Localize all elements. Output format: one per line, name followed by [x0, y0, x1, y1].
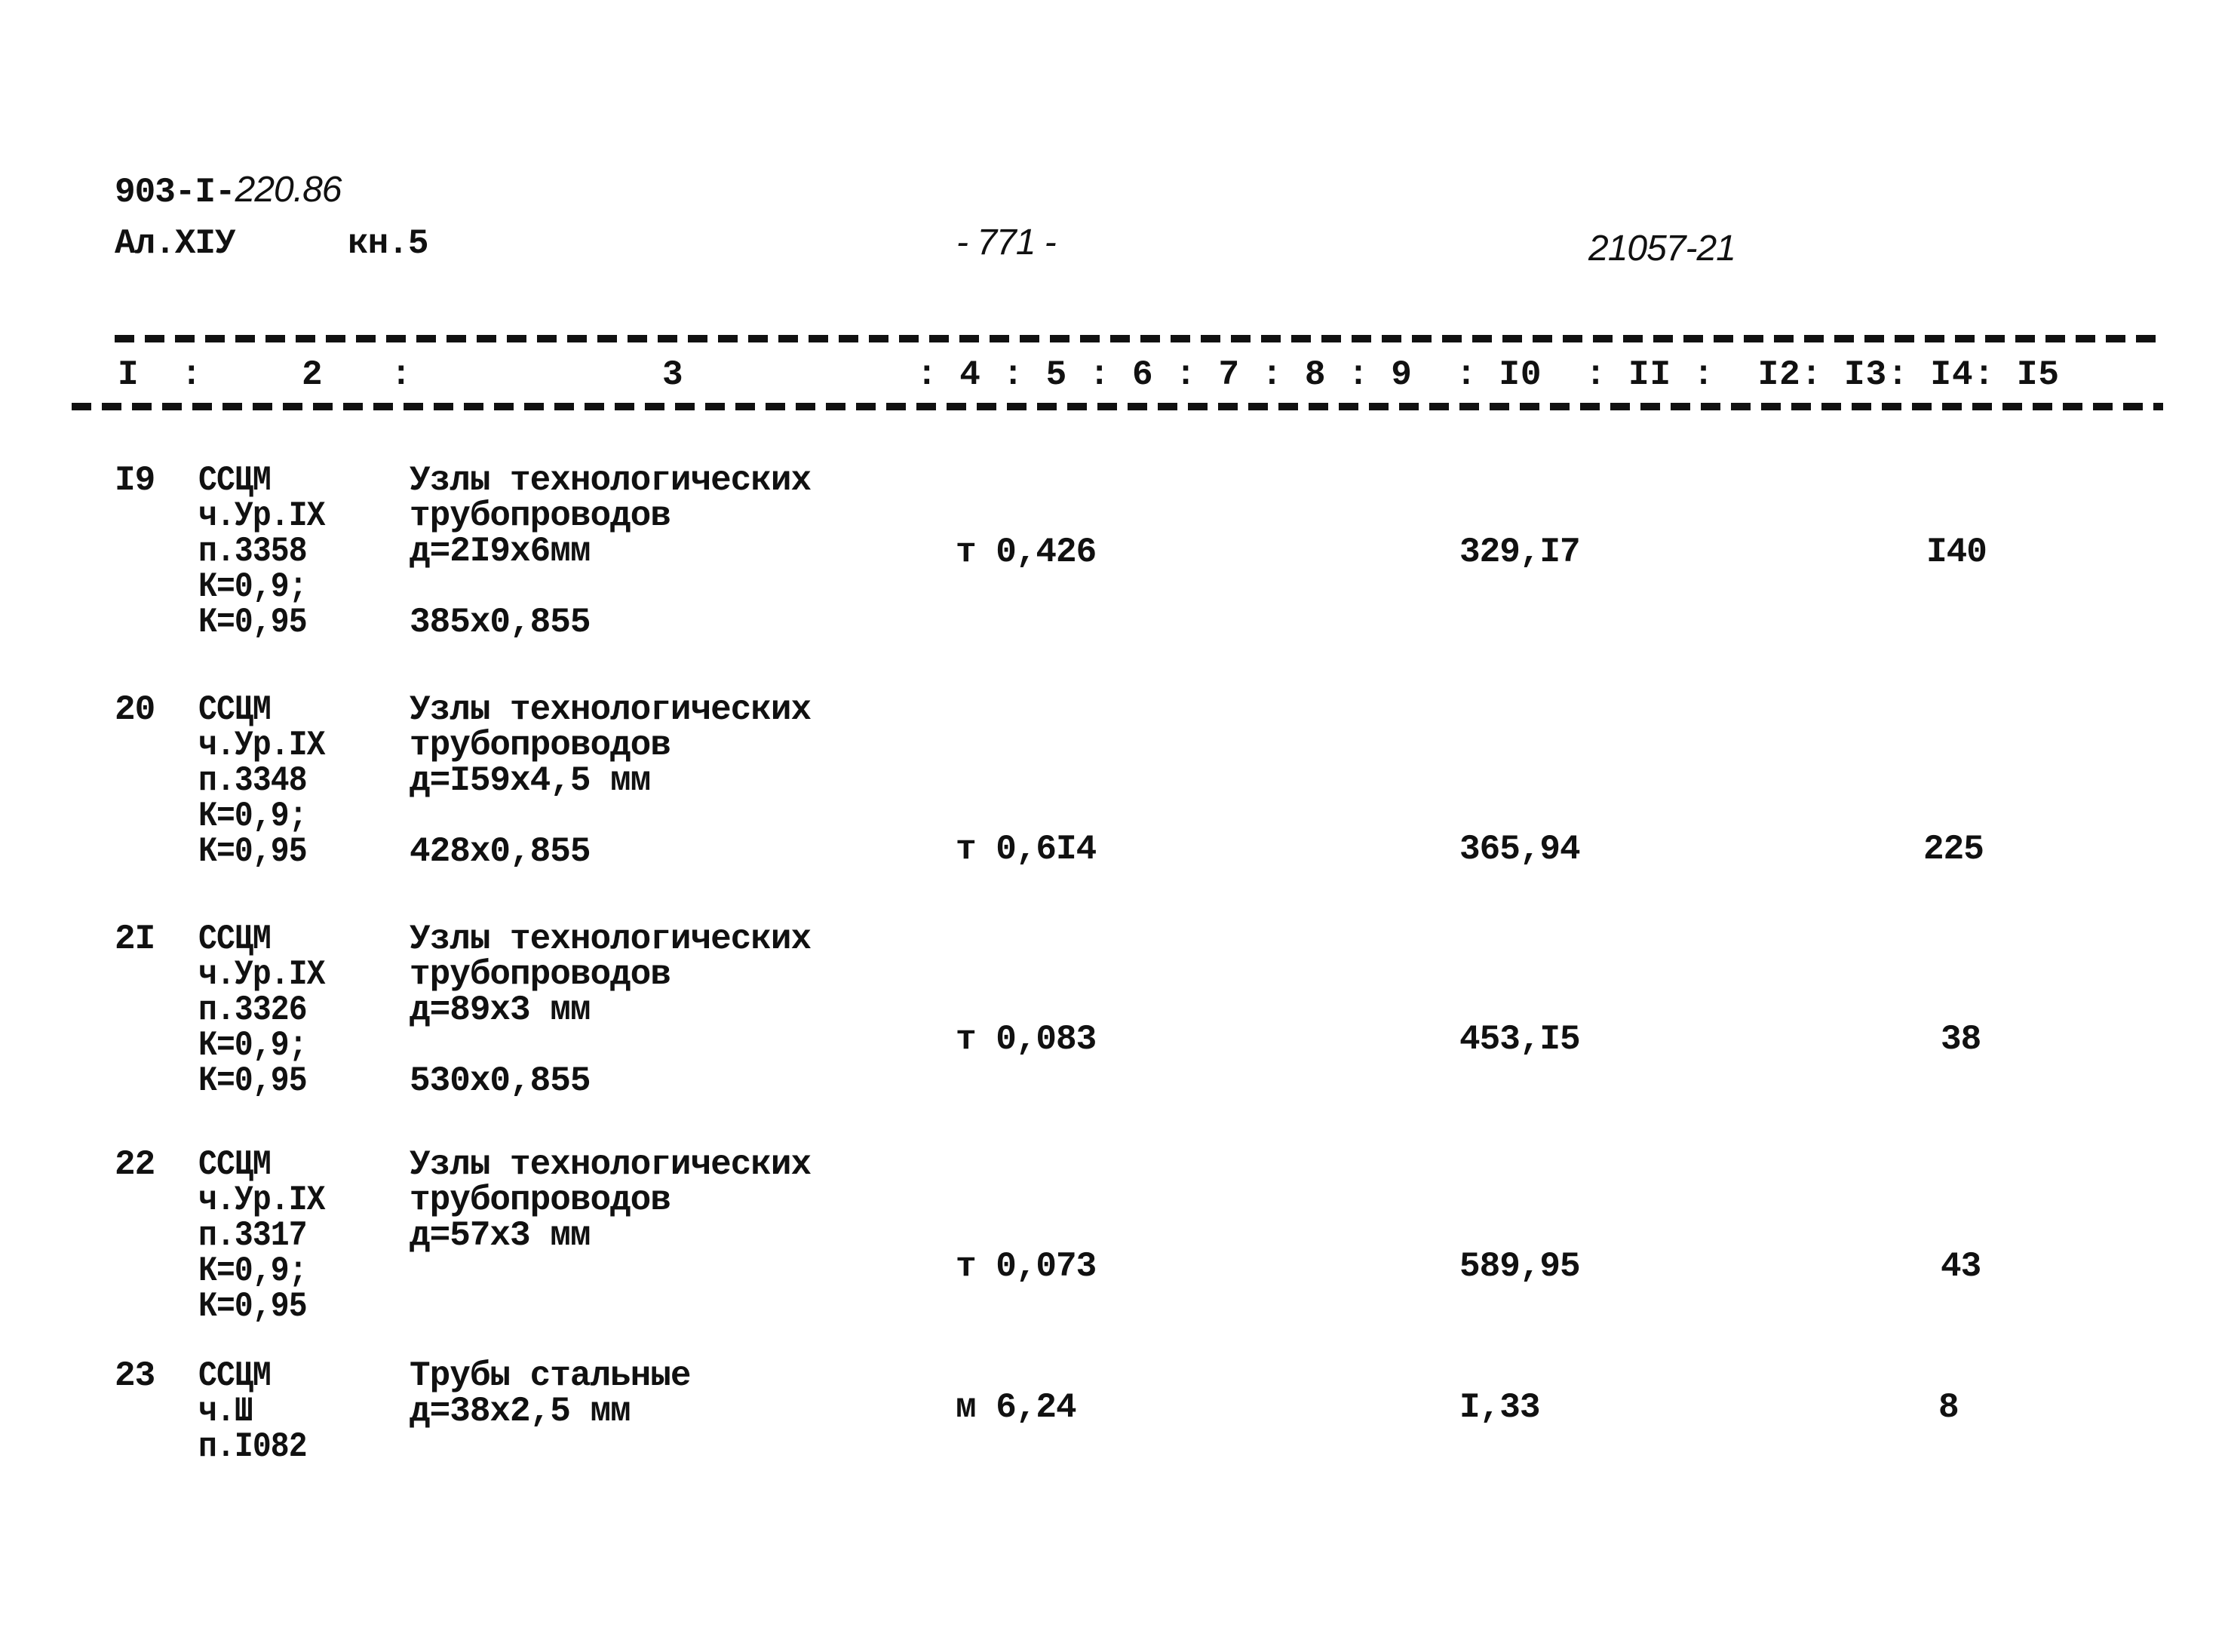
norm-reference-line: К=0,9;: [198, 797, 308, 836]
row-number: I9: [115, 461, 155, 500]
col-separator: :: [391, 355, 412, 395]
dashed-divider-bottom: [72, 403, 2163, 410]
unit-price: I,33: [1459, 1388, 1540, 1427]
description-line: д=89х3 мм: [410, 990, 591, 1030]
description-line: Трубы стальные: [410, 1356, 691, 1396]
row-number: 22: [115, 1145, 155, 1184]
norm-reference-line: ч.Ур.IX: [198, 1181, 326, 1220]
norm-reference-line: ССЦМ: [198, 461, 272, 500]
row-number: 23: [115, 1356, 155, 1396]
norm-reference-line: К=0,9;: [198, 1251, 308, 1291]
norm-reference-line: п.I082: [198, 1427, 308, 1466]
dashed-divider-top: [115, 335, 2163, 342]
col-headers-4-15: : 4 : 5 : 6 : 7 : 8 : 9 : I0 : II : I2: …: [916, 355, 2061, 395]
unit-price: 365,94: [1459, 830, 1581, 869]
norm-reference-line: К=0,9;: [198, 567, 308, 606]
description-line: трубопроводов: [410, 1181, 671, 1220]
description-line: 385х0,855: [410, 603, 591, 642]
unit-price: 453,I5: [1459, 1020, 1581, 1059]
unit-quantity: т 0,073: [956, 1247, 1097, 1286]
total-cost: 225: [1923, 830, 1984, 869]
description-line: д=57х3 мм: [410, 1216, 591, 1255]
description-line: трубопроводов: [410, 955, 671, 994]
doc-code: 903-I-220.86: [115, 170, 342, 212]
description-line: 530х0,855: [410, 1061, 591, 1101]
col-header-1: I: [118, 355, 139, 395]
norm-reference-line: К=0,95: [198, 832, 308, 871]
norm-reference-line: п.3358: [198, 532, 308, 571]
total-cost: 8: [1938, 1388, 1959, 1427]
norm-reference-line: ССЦМ: [198, 920, 272, 959]
norm-reference-line: ССЦМ: [198, 1356, 272, 1396]
norm-reference-line: п.3317: [198, 1216, 308, 1255]
total-cost: I40: [1926, 533, 1987, 572]
doc-code-printed: 903-I-: [115, 173, 236, 212]
unit-quantity: м 6,24: [956, 1388, 1077, 1427]
col-separator: :: [181, 355, 202, 395]
description-line: д=I59х4,5 мм: [410, 761, 651, 800]
doc-code-handwritten: 220.86: [235, 170, 342, 210]
norm-reference-line: ССЦМ: [198, 690, 272, 729]
page-number: - 771 -: [956, 223, 1057, 263]
norm-reference-line: ч.Ур.IX: [198, 955, 326, 994]
norm-reference-line: К=0,95: [198, 603, 308, 642]
norm-reference-line: п.3348: [198, 761, 308, 800]
description-line: Узлы технологических: [410, 690, 812, 729]
norm-reference-line: К=0,95: [198, 1061, 308, 1101]
norm-reference-line: ССЦМ: [198, 1145, 272, 1184]
description-line: д=38х2,5 мм: [410, 1392, 631, 1431]
description-line: Узлы технологических: [410, 920, 812, 959]
book-label: кн.5: [348, 224, 428, 263]
description-line: д=2I9х6мм: [410, 532, 591, 571]
total-cost: 38: [1941, 1020, 1981, 1059]
album-label: Ал.XIУ: [115, 224, 236, 263]
description-line: Узлы технологических: [410, 1145, 812, 1184]
description-line: 428х0,855: [410, 832, 591, 871]
norm-reference-line: ч.Ш: [198, 1392, 253, 1431]
description-line: трубопроводов: [410, 726, 671, 765]
col-header-2: 2: [302, 355, 323, 395]
unit-price: 329,I7: [1459, 533, 1581, 572]
project-number: 21057-21: [1588, 229, 1736, 269]
norm-reference-line: К=0,9;: [198, 1026, 308, 1065]
row-number: 2I: [115, 920, 155, 959]
unit-price: 589,95: [1459, 1247, 1581, 1286]
norm-reference-line: п.3326: [198, 990, 308, 1030]
norm-reference-line: ч.Ур.IX: [198, 496, 326, 536]
row-number: 20: [115, 690, 155, 729]
norm-reference-line: ч.Ур.IX: [198, 726, 326, 765]
total-cost: 43: [1941, 1247, 1981, 1286]
description-line: трубопроводов: [410, 496, 671, 536]
unit-quantity: т 0,083: [956, 1020, 1097, 1059]
unit-quantity: т 0,6I4: [956, 830, 1097, 869]
norm-reference-line: К=0,95: [198, 1287, 308, 1326]
col-header-3: 3: [662, 355, 683, 395]
unit-quantity: т 0,426: [956, 533, 1097, 572]
description-line: Узлы технологических: [410, 461, 812, 500]
